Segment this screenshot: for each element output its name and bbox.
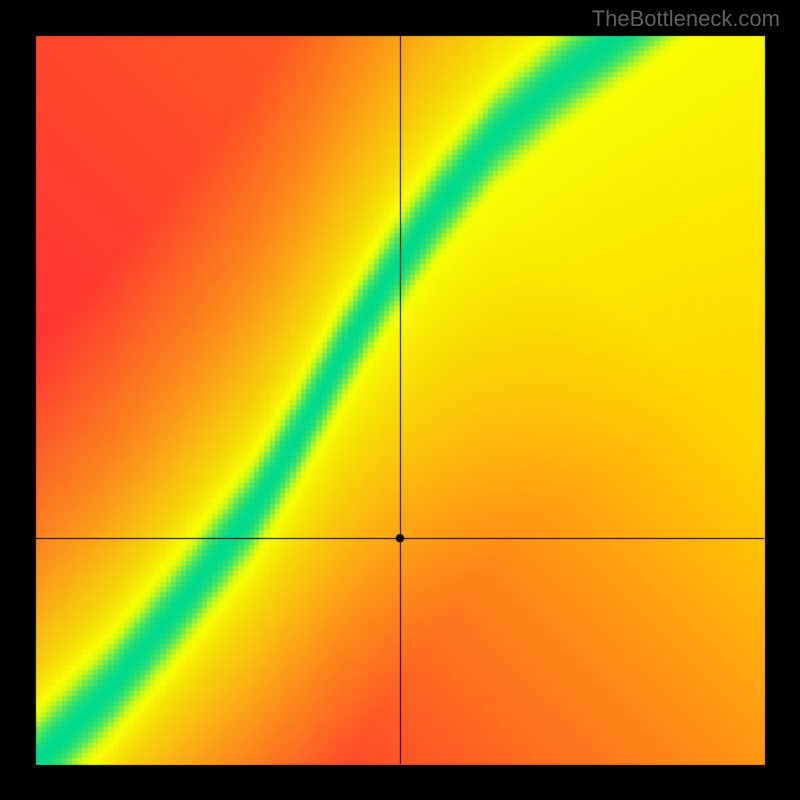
heatmap-canvas (0, 0, 800, 800)
watermark-text: TheBottleneck.com (592, 6, 780, 32)
plot-area (0, 0, 800, 800)
figure-container: TheBottleneck.com (0, 0, 800, 800)
